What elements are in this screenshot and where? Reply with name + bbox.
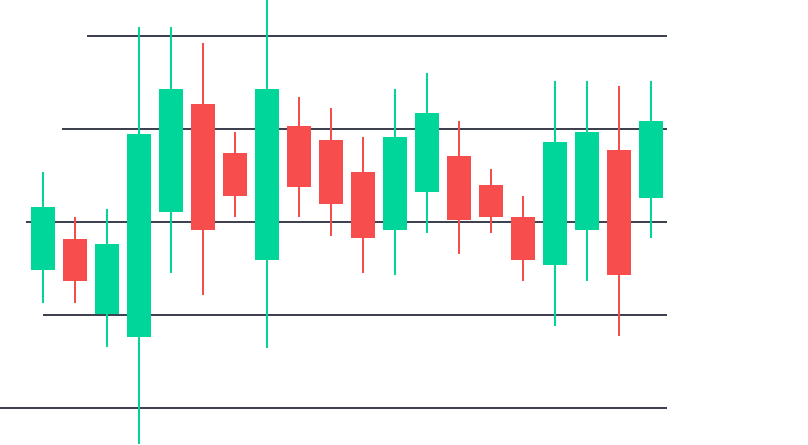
- candle-body: [127, 134, 151, 337]
- candle-3: [95, 209, 119, 347]
- candle-body: [255, 89, 279, 260]
- candle-body: [351, 172, 375, 238]
- candle-body: [95, 244, 119, 314]
- candle-body: [415, 113, 439, 192]
- candle-9: [287, 97, 311, 217]
- candle-8: [255, 0, 279, 348]
- candle-11: [351, 137, 375, 273]
- candle-body: [575, 132, 599, 230]
- candle-19: [607, 86, 631, 336]
- candle-1: [31, 172, 55, 303]
- candle-body: [447, 156, 471, 220]
- candle-4: [127, 27, 151, 444]
- candle-17: [543, 81, 567, 326]
- candle-body: [63, 239, 87, 281]
- candle-body: [223, 153, 247, 196]
- candle-12: [383, 89, 407, 275]
- candle-14: [447, 121, 471, 254]
- candle-body: [191, 104, 215, 230]
- candle-body: [543, 142, 567, 265]
- candle-body: [287, 126, 311, 187]
- candle-body: [383, 137, 407, 230]
- candle-10: [319, 108, 343, 236]
- candle-body: [639, 121, 663, 198]
- candle-body: [607, 150, 631, 275]
- candle-2: [63, 217, 87, 303]
- candle-18: [575, 81, 599, 281]
- candle-body: [31, 207, 55, 270]
- candle-16: [511, 196, 535, 281]
- candle-5: [159, 27, 183, 273]
- candles: [31, 0, 663, 444]
- candle-body: [511, 217, 535, 260]
- candle-body: [479, 185, 503, 217]
- candle-13: [415, 73, 439, 233]
- candle-body: [159, 89, 183, 212]
- candle-body: [319, 140, 343, 204]
- candle-7: [223, 132, 247, 217]
- candle-6: [191, 43, 215, 295]
- candle-20: [639, 81, 663, 238]
- candle-15: [479, 169, 503, 233]
